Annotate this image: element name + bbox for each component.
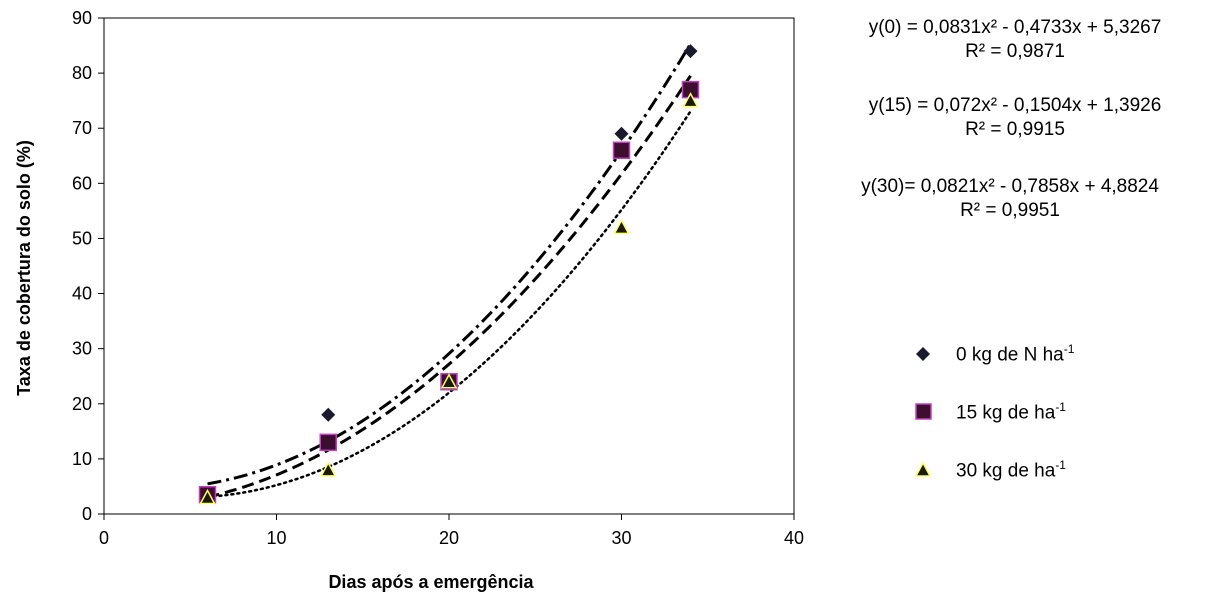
legend-label-2: 30 kg de ha — [956, 460, 1056, 482]
equation-2: y(30)= 0,0821x² - 0,7858x + 4,8824 — [861, 176, 1159, 197]
x-tick-label: 20 — [439, 528, 459, 548]
axes: 0 10 20 30 40 50 60 70 80 90 0 10 20 30 40 — [72, 8, 804, 548]
x-tick-label: 0 — [99, 528, 109, 548]
legend-item-2: 30 kg de ha-1 — [908, 458, 1066, 482]
point-s0-4 — [683, 44, 698, 59]
legend-square-icon — [915, 403, 932, 420]
trend-line-0 — [207, 43, 692, 486]
point-s2-2 — [440, 373, 458, 389]
legend-triangle-icon — [914, 461, 932, 477]
legend-diamond-icon — [916, 347, 930, 361]
r2-1: R² = 0,9915 — [965, 119, 1065, 140]
legend-sup-0: -1 — [1063, 341, 1075, 356]
y-tick-label: 80 — [72, 63, 92, 83]
equation-1: y(15) = 0,072x² - 0,1504x + 1,3926 — [868, 95, 1162, 116]
y-tick-label: 60 — [72, 173, 92, 193]
legend-sup-2: -1 — [1055, 457, 1066, 472]
y-tick-label: 70 — [72, 118, 92, 138]
point-s1-1 — [319, 433, 337, 452]
legend-item-0: 0 kg de N ha-1 — [908, 342, 1074, 366]
y-tick-label: 20 — [72, 394, 92, 414]
y-tick-label: 10 — [72, 449, 92, 469]
point-s1-3 — [612, 141, 631, 160]
point-s2-1 — [319, 461, 337, 477]
x-tick-label: 30 — [611, 528, 631, 548]
legend-sup-1: -1 — [1055, 399, 1066, 414]
equation-block-0: y(0) = 0,0831x² - 0,4733x + 5,3267 R² = … — [805, 16, 1215, 64]
y-axis-title: Taxa de cobertura do solo (%) — [14, 140, 34, 396]
point-s0-3 — [614, 126, 629, 141]
legend-item-1: 15 kg de ha-1 — [908, 400, 1066, 424]
y-tick-label: 40 — [72, 284, 92, 304]
equation-block-1: y(15) = 0,072x² - 0,1504x + 1,3926 R² = … — [805, 94, 1215, 142]
legend-label-1: 15 kg de ha — [956, 402, 1056, 424]
equation-block-2: y(30)= 0,0821x² - 0,7858x + 4,8824 R² = … — [800, 175, 1215, 223]
y-tick-label: 50 — [72, 228, 92, 248]
point-s2-4 — [682, 92, 699, 108]
point-s0-1 — [321, 407, 336, 422]
y-tick-label: 0 — [82, 504, 92, 524]
trend-line-1 — [207, 74, 692, 499]
data-points — [198, 44, 700, 505]
trend-line-2 — [206, 110, 692, 499]
legend: 0 kg de N ha-1 15 kg de ha-1 30 kg de ha… — [908, 0, 1208, 598]
trend-lines — [206, 43, 692, 499]
point-s2-0 — [199, 488, 216, 505]
r2-2: R² = 0,9951 — [960, 200, 1060, 221]
x-axis-title: Dias após a emergência — [328, 572, 534, 592]
x-tick-label: 40 — [784, 528, 804, 548]
legend-label-0: 0 kg de N ha — [956, 344, 1064, 366]
x-tick-label: 10 — [266, 528, 286, 548]
point-s2-3 — [613, 218, 630, 235]
r2-0: R² = 0,9871 — [965, 41, 1065, 62]
equation-0: y(0) = 0,0831x² - 0,4733x + 5,3267 — [868, 17, 1162, 38]
y-tick-label: 30 — [72, 339, 92, 359]
y-tick-label: 90 — [72, 8, 92, 28]
